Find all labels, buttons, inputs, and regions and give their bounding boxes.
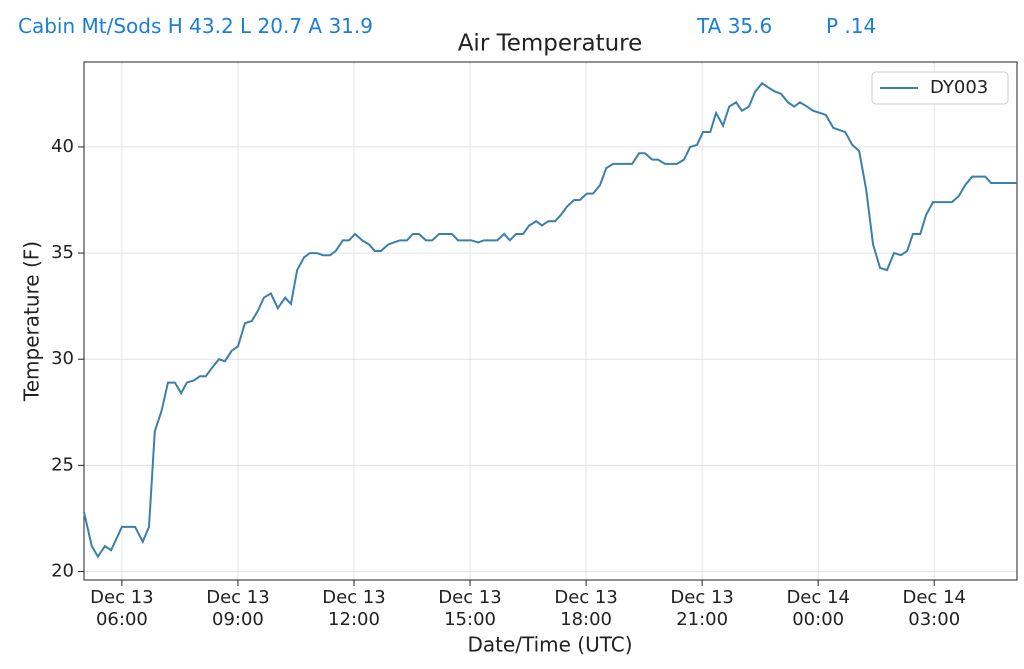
precipitation: P .14	[826, 14, 877, 38]
x-axis-label: Date/Time (UTC)	[467, 633, 632, 657]
y-tick-label: 25	[51, 454, 74, 475]
plot-frame	[83, 61, 1018, 581]
x-tick-label: Dec 13 18:00	[554, 587, 618, 630]
chart-title: Air Temperature	[458, 31, 643, 57]
y-tick-label: 30	[51, 348, 74, 369]
y-axis-label: Temperature (F)	[20, 241, 44, 402]
legend-label: DY003	[930, 77, 988, 98]
x-tick-label: Dec 13 09:00	[206, 587, 270, 630]
average-temp: TA 35.6	[697, 14, 773, 38]
x-tick-label: Dec 13 21:00	[670, 587, 734, 630]
y-tick-label: 20	[51, 561, 74, 582]
x-tick-label: Dec 14 03:00	[902, 587, 966, 630]
x-tick-label: Dec 13 12:00	[322, 587, 386, 630]
legend-box	[871, 71, 1009, 105]
x-tick-label: Dec 13 15:00	[438, 587, 502, 630]
x-tick-label: Dec 14 00:00	[786, 587, 850, 630]
y-tick-label: 35	[51, 242, 74, 263]
y-tick-label: 40	[51, 136, 74, 157]
x-tick-label: Dec 13 06:00	[90, 587, 154, 630]
station-summary: Cabin Mt/Sods H 43.2 L 20.7 A 31.9	[18, 14, 373, 38]
data-line	[83, 81, 1017, 559]
